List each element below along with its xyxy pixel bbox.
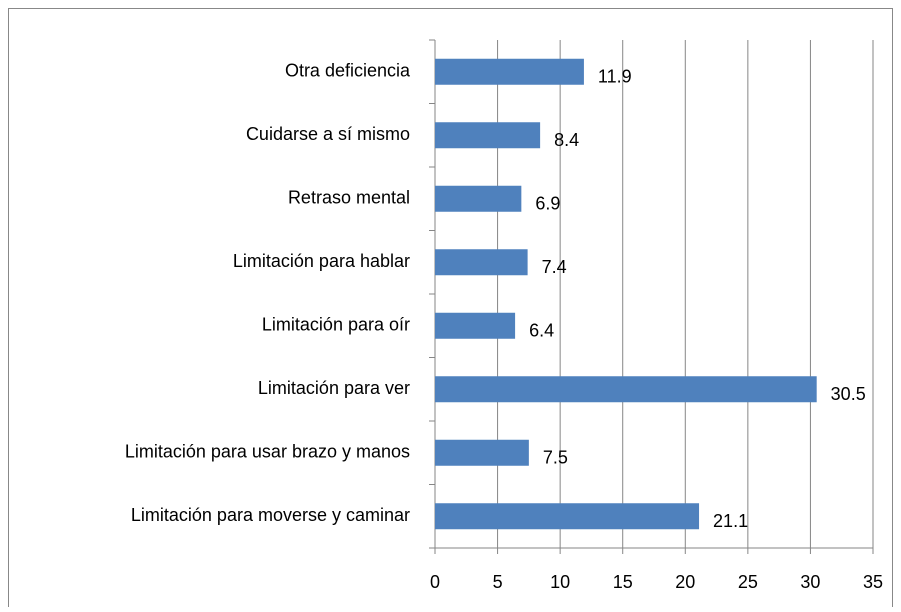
data-label: 6.4: [529, 321, 554, 341]
data-label: 8.4: [554, 130, 579, 150]
x-tick-label: 10: [550, 572, 570, 592]
x-tick-label: 30: [800, 572, 820, 592]
data-label: 6.9: [535, 194, 560, 214]
y-tick-label: Retraso mental: [288, 188, 410, 208]
bar: [435, 58, 584, 85]
y-tick-label: Otra deficiencia: [285, 61, 411, 81]
bar: [435, 122, 541, 149]
y-tick-label: Limitación para moverse y caminar: [131, 505, 410, 525]
y-tick-label: Cuidarse a sí mismo: [246, 124, 410, 144]
bar: [435, 503, 700, 530]
bar: [435, 185, 522, 212]
data-label: 21.1: [713, 511, 748, 531]
bar: [435, 312, 516, 339]
bar: [435, 249, 528, 276]
y-tick-label: Limitación para ver: [258, 378, 410, 398]
x-tick-label: 0: [430, 572, 440, 592]
x-tick-label: 25: [738, 572, 758, 592]
bar: [435, 439, 529, 466]
x-tick-label: 35: [863, 572, 883, 592]
data-label: 11.9: [598, 67, 632, 87]
data-label: 30.5: [831, 384, 866, 404]
y-tick-label: Limitación para oír: [262, 315, 410, 335]
x-tick-label: 20: [675, 572, 695, 592]
data-label: 7.5: [543, 448, 568, 468]
x-tick-label: 15: [613, 572, 633, 592]
x-tick-label: 5: [493, 572, 503, 592]
y-tick-label: Limitación para usar brazo y manos: [125, 442, 410, 462]
y-tick-label: Limitación para hablar: [233, 251, 410, 271]
data-label: 7.4: [542, 257, 567, 277]
bar: [435, 376, 817, 403]
